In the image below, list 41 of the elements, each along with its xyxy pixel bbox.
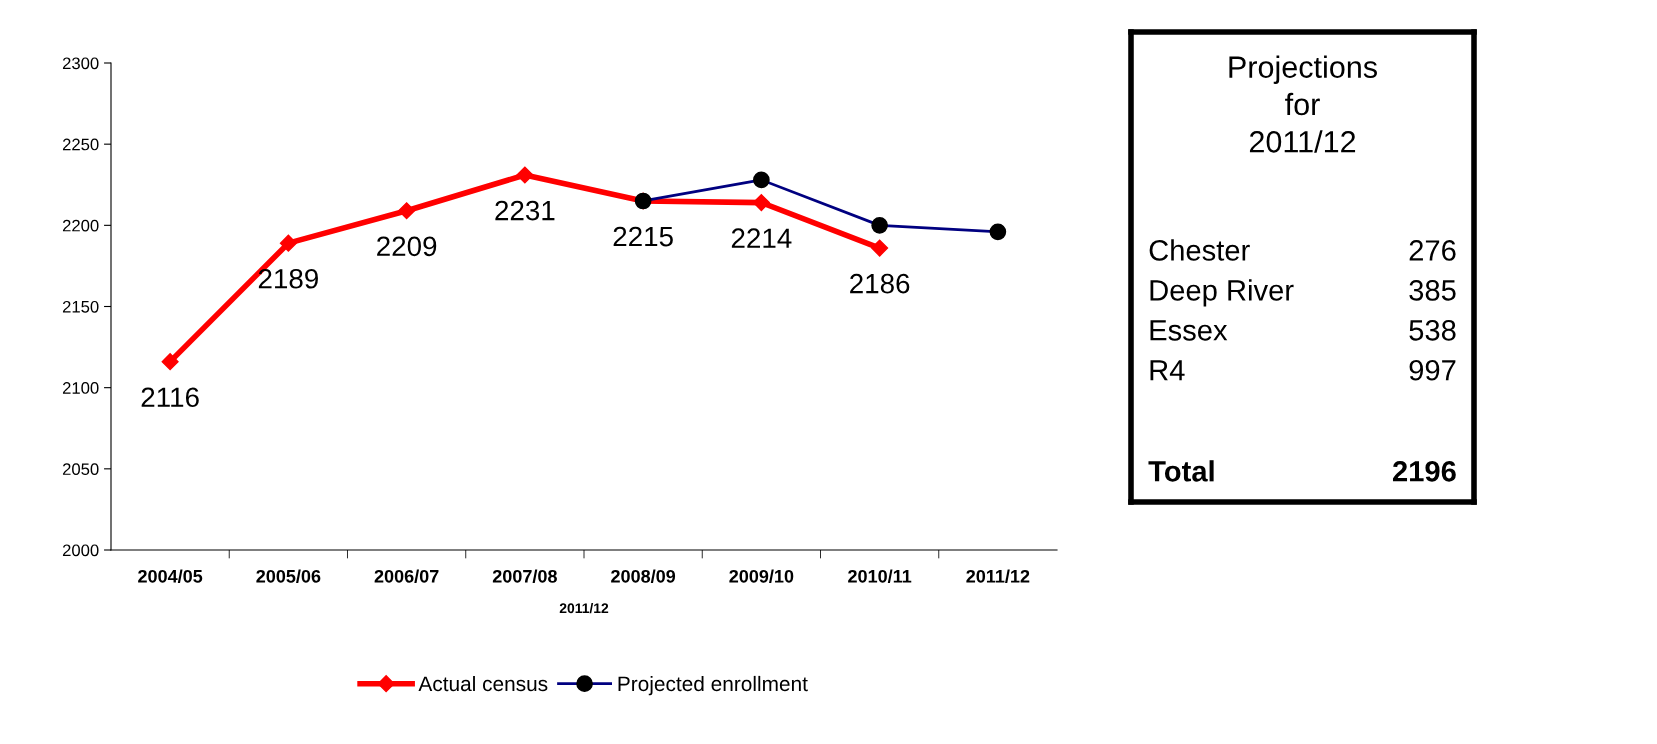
x-tick-label: 2009/10 <box>729 569 794 583</box>
data-label: 2231 <box>495 200 555 221</box>
data-label: 2196 <box>1392 460 1456 482</box>
data-label: 997 <box>1409 359 1456 381</box>
data-label: 385 <box>1409 280 1456 301</box>
category-label: R4 <box>1150 360 1185 381</box>
y-tick-label: 2200 <box>62 219 99 232</box>
data-label: 2215 <box>613 226 673 247</box>
x-tick-label: 2008/09 <box>611 569 676 583</box>
x-tick-label: 2006/07 <box>374 569 439 583</box>
text: Projections for 2011/12 <box>1229 55 1377 153</box>
data-label: 538 <box>1409 319 1456 341</box>
point <box>279 234 297 252</box>
x-tick-label: 2004/05 <box>138 569 203 583</box>
y-tick-label: 2100 <box>62 382 99 394</box>
data-label: 2116 <box>141 387 199 408</box>
x-tick-label: 2011/12 <box>966 569 1030 583</box>
point <box>871 239 889 257</box>
category-label: Deep River <box>1150 279 1294 307</box>
point <box>161 353 179 371</box>
point <box>516 166 534 184</box>
category-label: Total <box>1148 460 1214 482</box>
data-label: 2186 <box>850 273 910 294</box>
legend-label: Projected enrollment <box>618 675 808 696</box>
data-label: 2214 <box>731 228 792 248</box>
point <box>398 202 416 220</box>
data-label: 2189 <box>258 268 318 289</box>
y-tick-label: 2150 <box>62 300 99 313</box>
x-tick-label: 2005/06 <box>256 569 321 583</box>
data-label: 276 <box>1409 240 1456 261</box>
legend-label: Actual census <box>418 675 548 692</box>
x-axis-title: 2011/12 <box>559 602 609 614</box>
y-tick-label: 2300 <box>62 57 99 70</box>
x-tick-label: 2007/08 <box>492 569 557 583</box>
y-tick-label: 2050 <box>62 463 99 476</box>
x-tick-label: 2010/11 <box>848 569 912 583</box>
y-tick-label: 2250 <box>62 138 99 151</box>
category-label: Essex <box>1150 320 1228 341</box>
category-label: Chester <box>1149 239 1250 261</box>
y-tick-label: 2000 <box>62 544 99 557</box>
data-label: 2209 <box>377 236 437 257</box>
